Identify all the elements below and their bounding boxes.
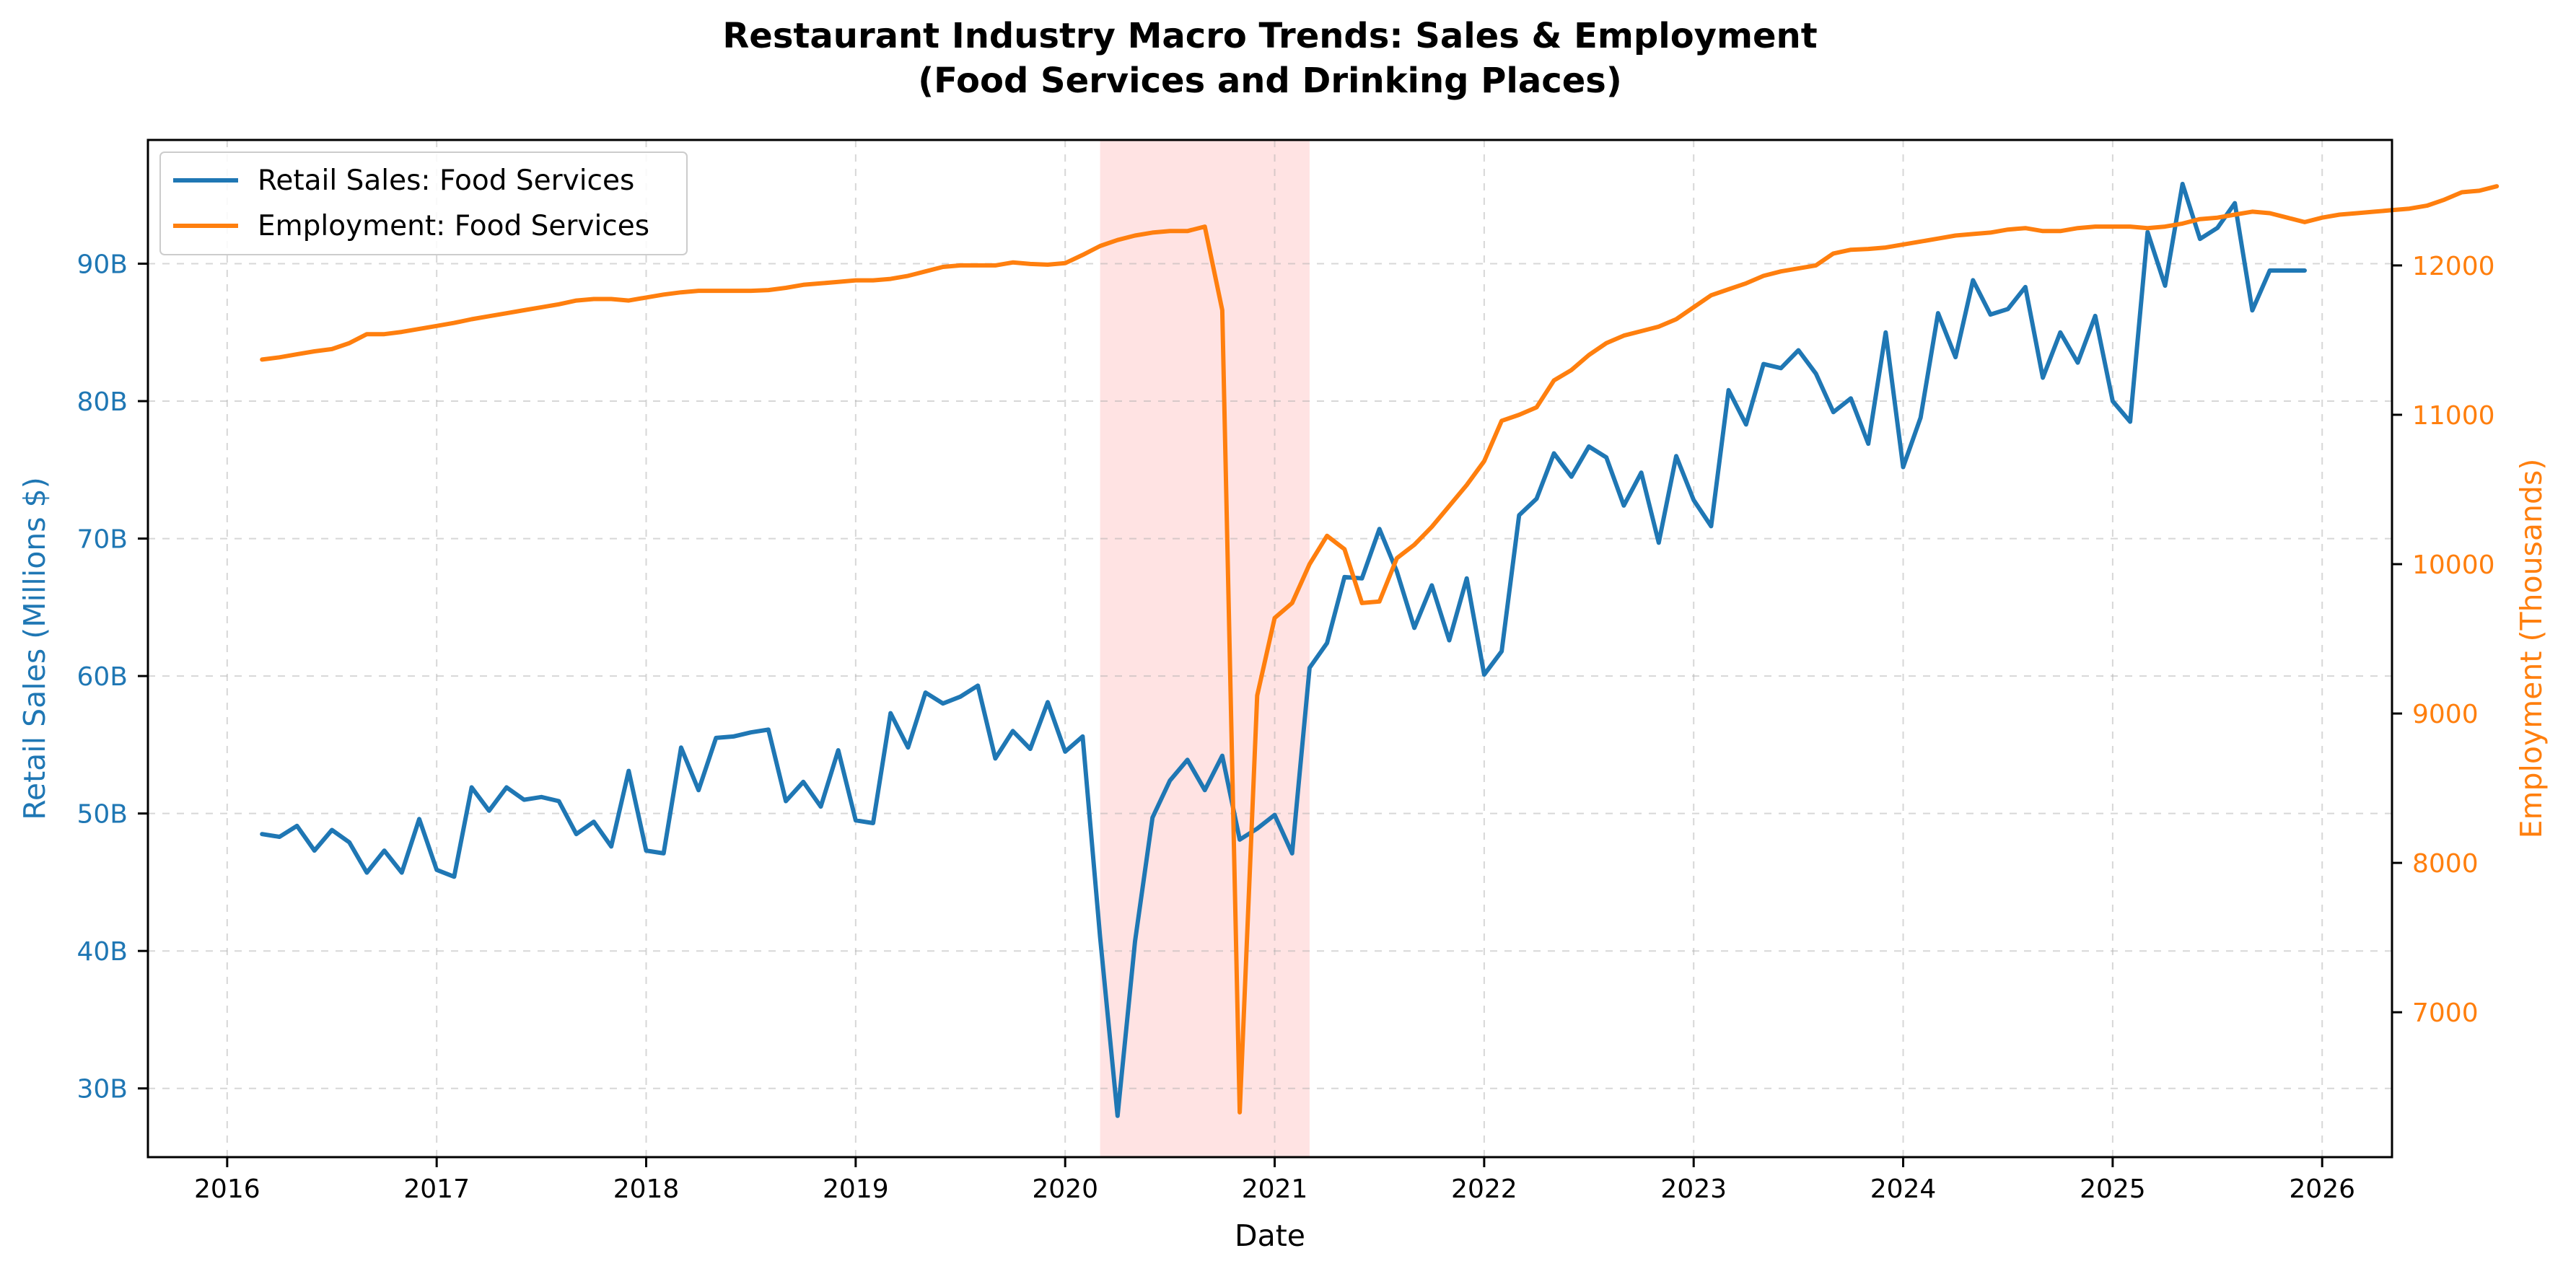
plot-frame	[146, 139, 2393, 1159]
y-right-tick-label: 10000	[2412, 550, 2495, 580]
y-left-tick-label: 80B	[76, 387, 128, 417]
x-axis-ticks: 2016 2017 2018 2019 2020 2021 2022 2023 2024 2025…	[194, 1157, 2355, 1204]
y-right-tick-label: 12000	[2412, 252, 2495, 281]
x-tick-label: 2021	[1242, 1174, 1308, 1204]
legend-box	[159, 151, 688, 255]
x-tick-label: 2018	[613, 1174, 680, 1204]
y-axis-left-ticks: 30B 40B 50B 60B 70B 80B 90B	[76, 250, 148, 1104]
x-tick-label: 2022	[1451, 1174, 1517, 1204]
series-line-retail-sales	[260, 182, 2307, 1118]
y-left-tick-label: 70B	[76, 525, 128, 555]
series-line-employment	[260, 184, 2500, 1115]
x-tick-label: 2016	[194, 1174, 260, 1204]
x-axis-label: Date	[1235, 1218, 1305, 1253]
y-left-tick-label: 40B	[76, 937, 128, 967]
y-right-tick-label: 11000	[2412, 401, 2495, 431]
chart-subtitle: (Food Services and Drinking Places)	[918, 61, 1622, 101]
x-tick-label: 2020	[1032, 1174, 1098, 1204]
y-left-tick-label: 30B	[76, 1075, 128, 1104]
y-right-tick-label: 9000	[2412, 700, 2479, 729]
x-tick-label: 2019	[823, 1174, 889, 1204]
y-left-tick-label: 60B	[76, 662, 128, 692]
y-right-tick-label: 7000	[2412, 998, 2479, 1028]
shaded-region-layer	[1100, 140, 1310, 1157]
x-tick-label: 2017	[403, 1174, 470, 1204]
shaded-region	[1100, 140, 1310, 1157]
y-axis-right-label: Employment (Thousands)	[2514, 459, 2549, 839]
y-left-tick-label: 90B	[76, 250, 128, 279]
grid-layer	[148, 140, 2392, 1157]
x-tick-label: 2024	[1870, 1174, 1937, 1204]
y-axis-right-ticks: 7000 8000 9000 10000 11000 12000	[2392, 252, 2495, 1028]
x-tick-label: 2023	[1660, 1174, 1727, 1204]
y-right-tick-label: 8000	[2412, 849, 2479, 879]
y-axis-left-label: Retail Sales (Millions $)	[17, 477, 52, 820]
legend: Retail Sales: Food Services Employment: …	[159, 151, 688, 255]
series-layer	[260, 182, 2500, 1118]
legend-employment-label: Employment: Food Services	[258, 210, 649, 242]
x-tick-label: 2025	[2080, 1174, 2146, 1204]
chart-title: Restaurant Industry Macro Trends: Sales …	[722, 16, 1817, 56]
y-left-tick-label: 50B	[76, 800, 128, 830]
x-tick-label: 2026	[2289, 1174, 2355, 1204]
legend-sales-label: Retail Sales: Food Services	[258, 164, 634, 197]
